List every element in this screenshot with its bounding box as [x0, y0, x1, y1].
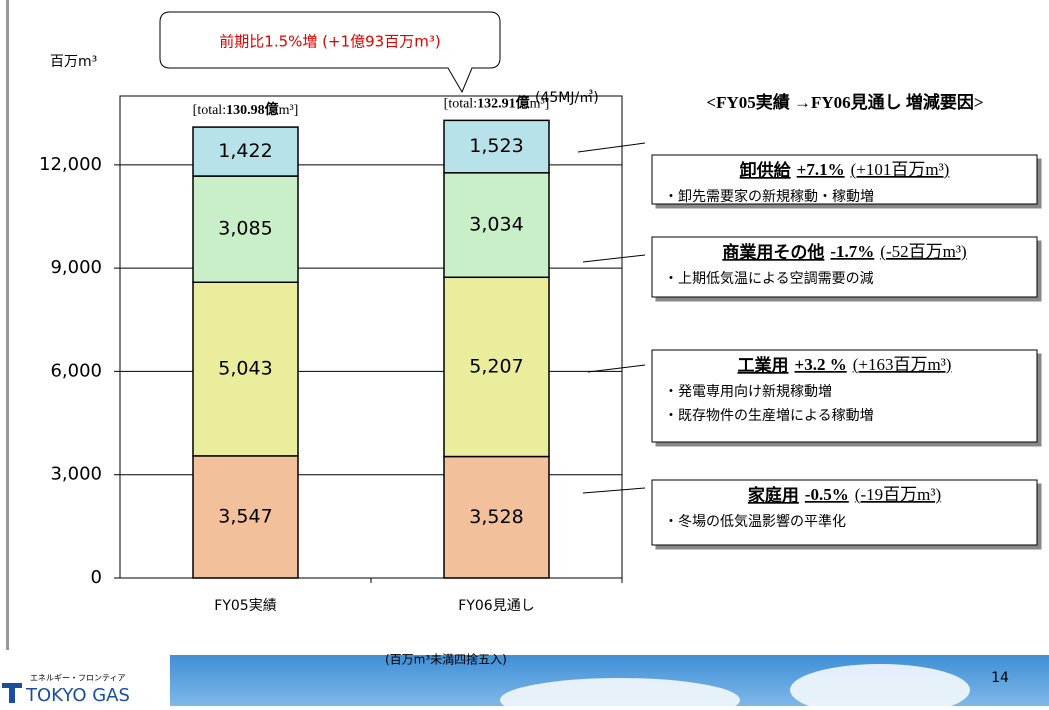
logo-tagline: エネルギー・フロンティア — [30, 674, 126, 683]
factor-change: -0.5% — [805, 485, 849, 504]
factor-name: 卸供給 — [740, 160, 792, 181]
total-value: 132.91億 — [477, 95, 530, 112]
callout-bubble — [160, 12, 500, 92]
factor-title: 卸供給 +7.1% (+101百万m³) — [740, 160, 950, 181]
value-label: 5,207 — [469, 355, 523, 377]
factor-change: +7.1% — [797, 160, 845, 179]
factor-name: 家庭用 — [748, 485, 799, 506]
page-number: 14 — [991, 670, 1009, 686]
y-tick-label: 3,000 — [50, 464, 102, 485]
factor-note: ・発電専用向け新規稼動増 — [664, 384, 832, 400]
connector — [583, 488, 645, 493]
value-label: 3,085 — [218, 218, 272, 240]
x-tick-label: FY06見通し — [458, 598, 534, 614]
connector — [578, 143, 645, 152]
factor-name: 工業用 — [738, 355, 789, 376]
callout: 前期比1.5%増 (+1億93百万m³) — [219, 33, 440, 51]
connector — [583, 255, 645, 262]
y-tick-label: 6,000 — [50, 360, 102, 381]
left-rule — [6, 0, 9, 650]
factor-change: +3.2 % — [795, 355, 847, 374]
y-tick-label: 0 — [91, 567, 102, 588]
factor-header: <FY05実績 →FY06見通し 増減要因> — [706, 92, 983, 112]
logo-mark — [9, 683, 15, 703]
slide: 14 エネルギー・フロンティア TOKYO GAS 百万m³ (45MJ/㎥) … — [0, 0, 1049, 706]
factor-note: ・既存物件の生産増による稼動増 — [664, 408, 874, 424]
value-label: 1,523 — [469, 135, 523, 157]
value-label: 3,034 — [469, 214, 523, 236]
total-suffix: m³] — [279, 103, 299, 118]
total-value: 130.98億 — [226, 101, 279, 118]
logo: TOKYO GAS — [25, 685, 130, 706]
page: {"chart_data": {"type": "stacked-bar", "… — [0, 0, 1049, 706]
factor-title: 工業用 +3.2 % (+163百万m³) — [738, 355, 952, 376]
factor-note: ・冬場の低気温影響の平準化 — [664, 513, 846, 530]
value-label: 5,043 — [218, 358, 272, 380]
factor-amount: (+101百万m³) — [851, 160, 950, 179]
factor-change: -1.7% — [830, 242, 874, 261]
factor-note: ・卸先需要家の新規稼動・稼動増 — [664, 188, 874, 205]
factor-note: ・上期低気温による空調需要の減 — [664, 270, 874, 287]
factor-amount: (-19百万m³) — [855, 485, 941, 504]
factor-title: 商業用その他 -1.7% (-52百万m³) — [722, 242, 966, 263]
x-tick-label: FY05実績 — [214, 598, 276, 614]
value-label: 3,528 — [469, 506, 523, 528]
factor-title: 家庭用 -0.5% (-19百万m³) — [748, 485, 941, 506]
value-label: 1,422 — [218, 140, 272, 162]
total-suffix: m³] — [530, 97, 550, 112]
factor-amount: (-52百万m³) — [880, 242, 966, 261]
factor-name: 商業用その他 — [722, 242, 824, 263]
total-label: [total:132.91億m³] — [444, 95, 550, 112]
y-tick-label: 9,000 — [50, 257, 102, 278]
factor-amount: (+163百万m³) — [853, 355, 952, 374]
total-prefix: [total: — [444, 97, 477, 112]
unit-label: 百万m³ — [50, 54, 97, 70]
y-tick-label: 12,000 — [39, 154, 102, 175]
total-prefix: [total: — [193, 103, 226, 118]
value-label: 3,547 — [218, 505, 272, 527]
footnote: (百万m³未満四捨五入) — [385, 652, 507, 667]
total-label: [total:130.98億m³] — [193, 101, 299, 118]
